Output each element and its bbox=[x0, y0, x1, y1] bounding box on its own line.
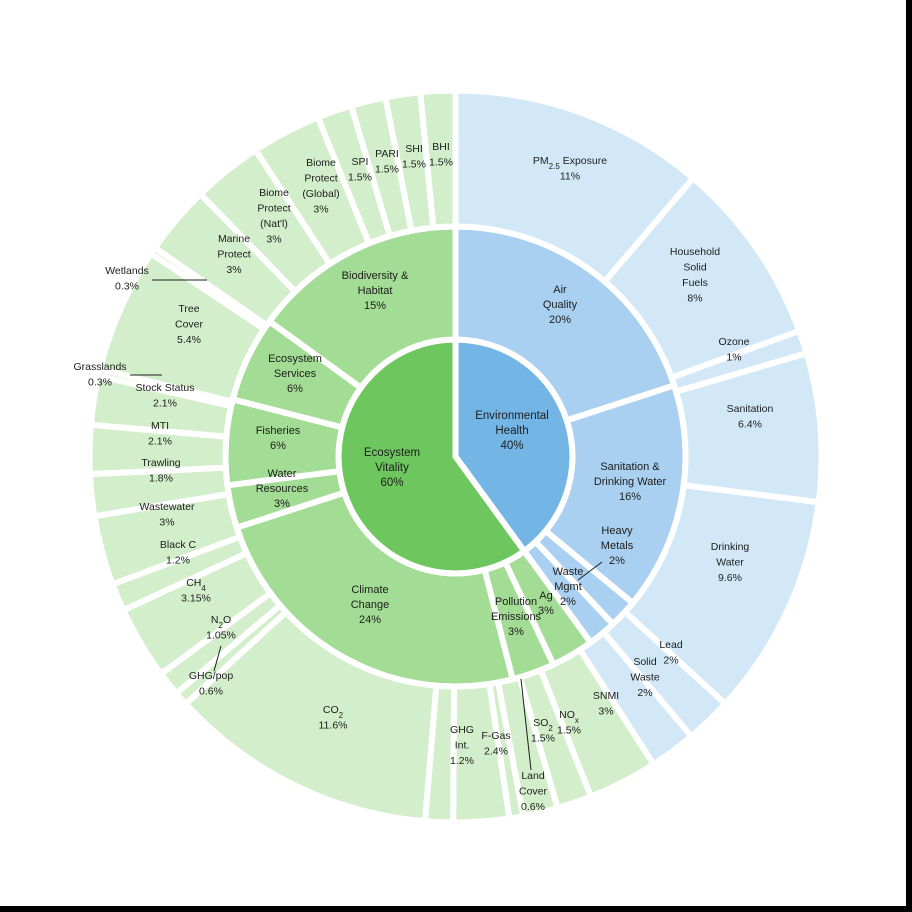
leader-line-ghg-pop bbox=[213, 645, 222, 672]
indicator-label-trawling: Trawling 1.8% bbox=[141, 457, 180, 485]
indicator-label-household-solid-fuels: Household Solid Fuels 8% bbox=[670, 246, 720, 305]
indicator-label-biome-protect-global: Biome Protect (Global) 3% bbox=[302, 157, 339, 216]
indicator-label-so2: SO2 1.5% bbox=[531, 717, 555, 745]
category-label-ag: Ag 3% bbox=[538, 590, 554, 617]
indicator-label-marine-protect: Marine Protect 3% bbox=[217, 233, 250, 276]
category-label-sanitation-drinking-water: Sanitation & Drinking Water 16% bbox=[594, 461, 667, 503]
indicator-label-drinking-water: Drinking Water 9.6% bbox=[711, 541, 750, 584]
indicator-label-lead: Lead 2% bbox=[659, 639, 683, 667]
category-label-ecosystem-services: Ecosystem Services 6% bbox=[268, 353, 322, 395]
leader-line-layer bbox=[130, 279, 603, 771]
indicator-label-bhi: BHI 1.5% bbox=[429, 141, 453, 169]
indicator-label-ozone: Ozone 1% bbox=[719, 336, 750, 364]
leader-line-land-cover bbox=[520, 678, 532, 771]
indicator-label-ghg-pop: GHG/pop 0.6% bbox=[189, 670, 234, 698]
indicator-label-n2o: N2O 1.05% bbox=[206, 614, 236, 642]
indicator-label-co2: CO2 11.6% bbox=[319, 704, 348, 732]
category-label-pollution-emissions: Pollution Emissions 3% bbox=[491, 596, 542, 638]
objective-label-ecosystem-vitality: Ecosystem Vitality 60% bbox=[364, 447, 420, 489]
indicator-label-nox: NOx 1.5% bbox=[557, 709, 581, 737]
category-label-air-quality: Air Quality 20% bbox=[543, 284, 578, 326]
label-layer: Environmental Health 40% Ecosystem Vitality 6… bbox=[73, 141, 773, 813]
indicator-label-pari: PARI 1.5% bbox=[375, 148, 399, 176]
indicator-label-black-c: Black C 1.2% bbox=[160, 539, 197, 567]
indicator-label-wetlands: Wetlands 0.3% bbox=[105, 265, 149, 293]
objective-label-environmental-health: Environmental Health 40% bbox=[475, 410, 549, 452]
outer-segment-bhi bbox=[417, 87, 459, 231]
indicator-label-solid-waste: Solid Waste 2% bbox=[630, 656, 660, 699]
indicator-label-wastewater: Wastewater 3% bbox=[139, 501, 195, 529]
indicator-label-grasslands: Grasslands 0.3% bbox=[73, 361, 126, 389]
category-label-water-resources: Water Resources 3% bbox=[256, 468, 309, 510]
indicator-label-biome-protect-nat-l: Biome Protect (Nat'l) 3% bbox=[257, 187, 290, 246]
indicator-label-spi: SPI 1.5% bbox=[348, 156, 372, 184]
category-label-biodiversity-habitat: Biodiversity & Habitat 15% bbox=[342, 270, 409, 312]
indicator-label-ghg-int: GHG Int. 1.2% bbox=[450, 724, 474, 767]
indicator-label-shi: SHI 1.5% bbox=[402, 143, 426, 171]
indicator-label-land-cover: Land Cover 0.6% bbox=[519, 770, 548, 813]
segment-layer bbox=[86, 87, 825, 826]
category-label-waste-mgmt: Waste Mgmt 2% bbox=[553, 566, 584, 608]
category-label-climate-change: Climate Change 24% bbox=[351, 584, 390, 626]
indicator-label-stock-status: Stock Status 2.1% bbox=[136, 382, 195, 410]
indicator-label-ch4: CH4 3.15% bbox=[181, 577, 211, 605]
category-label-heavy-metals: Heavy Metals 2% bbox=[601, 525, 634, 567]
indicator-label-tree-cover: Tree Cover 5.4% bbox=[175, 303, 204, 346]
indicator-label-f-gas: F-Gas 2.4% bbox=[481, 730, 510, 758]
indicator-label-pm2-5-exposure: PM2.5 Exposure 11% bbox=[533, 155, 607, 183]
indicator-label-sanitation: Sanitation 6.4% bbox=[727, 403, 774, 431]
indicator-label-mti: MTI 2.1% bbox=[148, 420, 172, 448]
leader-line-heavy-metals bbox=[577, 561, 603, 581]
indicator-label-snmi: SNMI 3% bbox=[593, 690, 619, 718]
category-label-fisheries: Fisheries 6% bbox=[256, 425, 301, 452]
